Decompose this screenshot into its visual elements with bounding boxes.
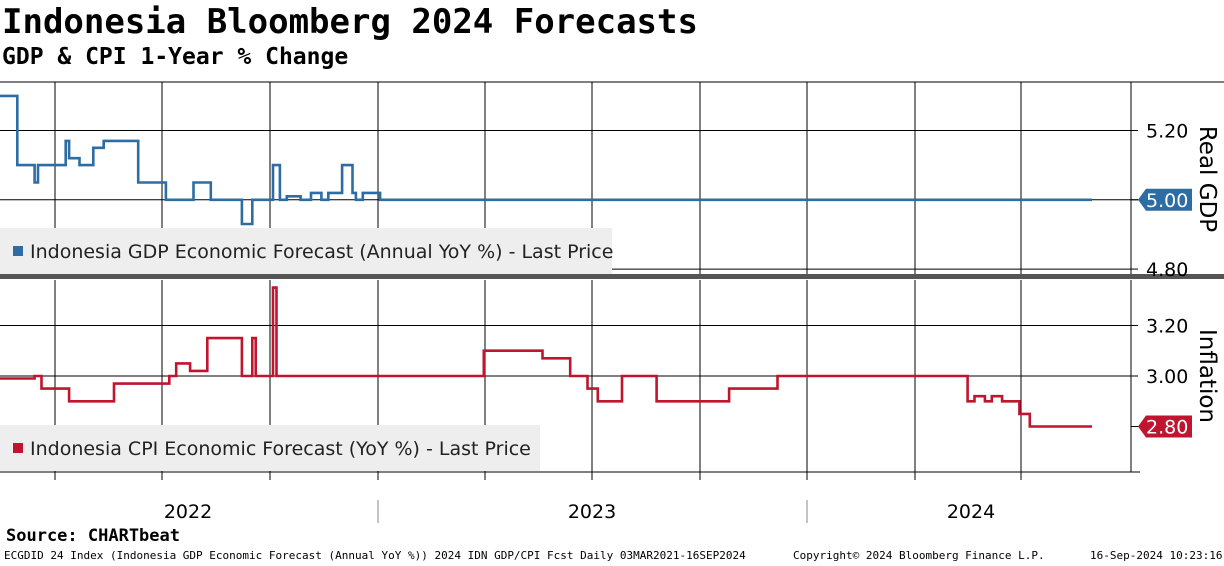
legend-label: Indonesia CPI Economic Forecast (YoY %) … [30,438,531,460]
y-tick-label: 3.00 [1146,366,1188,388]
footer-index-info: ECGDID 24 Index (Indonesia GDP Economic … [4,549,746,562]
gdp-series-line [0,94,1092,226]
source-note: Source: CHARTbeat [6,526,180,546]
legend-swatch [13,246,23,256]
legend-label: Indonesia GDP Economic Forecast (Annual … [30,241,613,263]
last-value-badge [1138,188,1192,211]
footer-copyright: Copyright© 2024 Bloomberg Finance L.P. [793,549,1045,562]
chart-title: Indonesia Bloomberg 2024 Forecasts [2,2,698,42]
y-tick-label: 3.20 [1146,315,1188,337]
legend-box [0,425,540,471]
y-axis-title-gdp: Real GDP [1194,126,1220,232]
footer-timestamp: 16-Sep-2024 10:23:16 [1090,549,1223,562]
x-tick-label-year: 2023 [568,501,616,523]
legend-box [0,228,612,274]
last-value-label: 5.00 [1146,190,1188,212]
y-axis-title-inflation: Inflation [1194,329,1220,423]
chart-subtitle: GDP & CPI 1-Year % Change [2,44,349,70]
last-value-label: 2.80 [1146,417,1188,439]
x-tick-label-year: 2022 [164,501,212,523]
y-tick-label: 5.20 [1146,121,1188,143]
x-tick-label-year: 2024 [947,501,995,523]
panel-separator [0,274,1224,279]
last-value-badge [1138,415,1192,438]
cpi-series-line [0,286,1092,428]
y-tick-label: 4.80 [1146,259,1188,281]
legend-swatch [13,443,23,453]
